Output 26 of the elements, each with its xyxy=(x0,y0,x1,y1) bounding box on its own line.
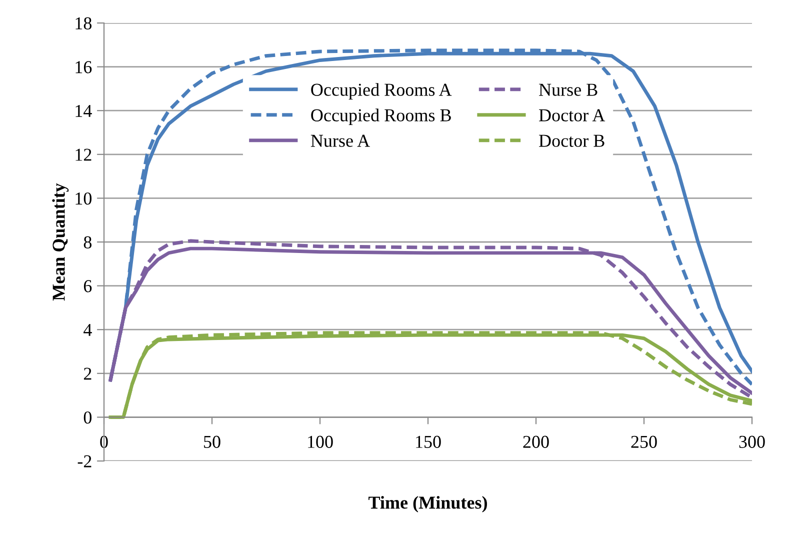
y-tick-label: 4 xyxy=(84,324,92,336)
y-tick-label: 10 xyxy=(76,192,92,205)
x-tick-label: 0 xyxy=(100,436,108,448)
legend-label: Doctor B xyxy=(539,134,604,147)
y-axis-title: Mean Quantity xyxy=(52,183,69,301)
y-tick-label: 0 xyxy=(84,411,92,424)
legend-label: Doctor A xyxy=(539,109,606,122)
x-tick-label: 50 xyxy=(204,436,220,448)
x-tick-label: 300 xyxy=(739,436,765,448)
y-tick-label: -2 xyxy=(78,455,92,468)
x-tick-label: 250 xyxy=(631,436,657,448)
legend-label: Nurse B xyxy=(539,84,598,96)
x-axis-title: Time (Minutes) xyxy=(368,496,487,512)
y-tick-label: 12 xyxy=(76,148,92,161)
x-tick-label: 200 xyxy=(523,436,549,448)
legend-label: Nurse A xyxy=(310,134,370,147)
x-tick-label: 100 xyxy=(308,436,333,448)
y-tick-label: 16 xyxy=(76,61,92,74)
y-tick-label: 18 xyxy=(76,17,92,30)
y-tick-label: 2 xyxy=(84,368,92,380)
legend-label: Occupied Rooms A xyxy=(311,83,452,100)
x-tick-label: 150 xyxy=(416,436,441,448)
legend-label: Occupied Rooms B xyxy=(311,108,451,126)
y-tick-label: 14 xyxy=(76,104,92,117)
y-tick-label: 6 xyxy=(84,280,92,292)
y-tick-label: 8 xyxy=(84,236,92,248)
